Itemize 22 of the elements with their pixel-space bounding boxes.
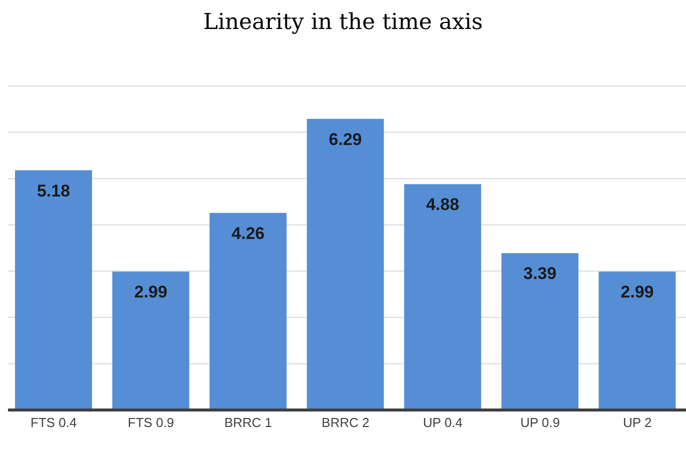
data-label: 4.88 <box>426 195 460 214</box>
bar <box>598 272 676 410</box>
data-label: 5.18 <box>36 181 70 200</box>
chart-title: Linearity in the time axis <box>202 9 484 37</box>
bar <box>306 118 384 410</box>
bar <box>210 212 287 410</box>
bar <box>15 170 92 410</box>
x-tick-label: BRRC 2 <box>322 415 370 430</box>
x-tick-label: UP 2 <box>623 415 652 430</box>
data-label: 4.26 <box>232 224 265 243</box>
bar <box>112 272 190 410</box>
data-label: 2.99 <box>134 282 168 302</box>
x-tick-label: UP 0.9 <box>520 415 560 430</box>
x-tick-label: UP 0.4 <box>423 415 463 430</box>
data-label: 3.39 <box>523 264 556 284</box>
data-label: 2.99 <box>620 282 654 302</box>
data-label: 6.29 <box>328 130 362 149</box>
bar <box>501 253 578 410</box>
x-tick-label: FTS 0.9 <box>128 415 174 430</box>
x-tick-label: FTS 0.4 <box>30 415 77 430</box>
x-tick-label: BRRC 1 <box>224 415 272 430</box>
bar <box>404 184 482 410</box>
